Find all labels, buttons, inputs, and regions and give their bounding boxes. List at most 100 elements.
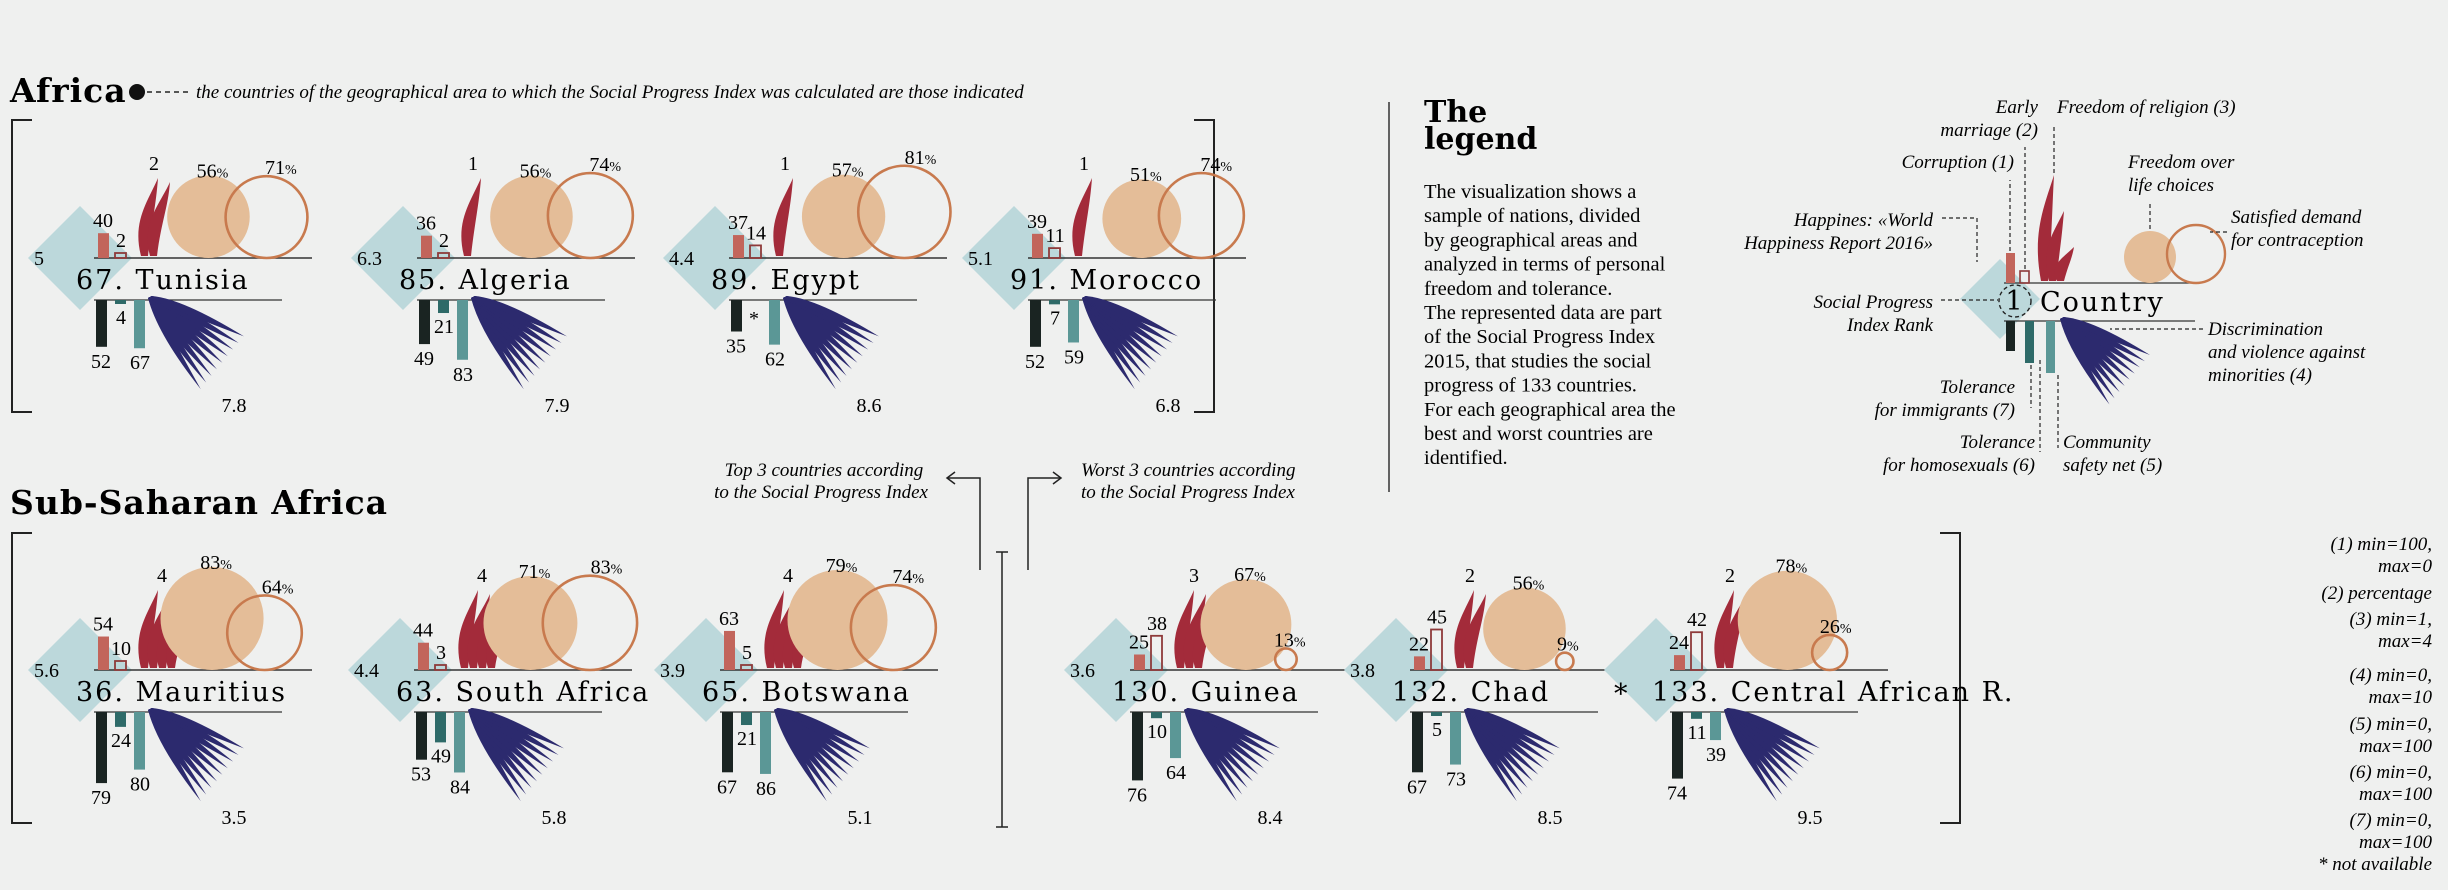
religion-value: 1	[468, 153, 478, 175]
contraception-ring	[224, 174, 309, 260]
legend-label-happiness-line: Happiness Report 2016»	[1743, 233, 1933, 254]
legend-label-early-marriage: Early marriage (2)	[1940, 97, 2038, 141]
community-bar	[1170, 712, 1181, 759]
country-rank-dot: .	[749, 265, 770, 296]
contraception-percent: %	[925, 153, 937, 168]
legend-immigrants-bar	[2006, 321, 2015, 351]
freedom-number: 56	[1513, 572, 1533, 594]
contraception-percent: %	[282, 582, 294, 597]
freedom-circle	[1200, 579, 1292, 670]
freedom-percent: %	[1150, 170, 1162, 185]
early-marriage-bar	[1690, 631, 1703, 671]
freedom-circle	[483, 576, 578, 671]
early-marriage-value: 2	[439, 230, 449, 252]
contraception-number: 26	[1820, 616, 1840, 638]
religion-flame	[1463, 594, 1486, 668]
discrimination-feather	[1184, 708, 1280, 749]
discrimination-feather	[1464, 708, 1560, 749]
legend-feather	[2060, 317, 2150, 355]
homosexuals-value: 21	[737, 728, 757, 750]
immigrants-bar	[1412, 712, 1423, 773]
freedom-value: 71%	[519, 561, 551, 583]
contraception-number: 81	[905, 147, 925, 169]
corruption-bar	[724, 630, 735, 670]
corruption-value: 25	[1129, 632, 1149, 654]
legend-label-tolerance-imm: Tolerance for immigrants (7)	[1875, 377, 2015, 421]
scale-note: (6) min=0, max=100	[2350, 762, 2433, 805]
corruption-value: 22	[1409, 633, 1429, 655]
corruption-value: 54	[93, 614, 113, 636]
worst3-arrow	[1027, 477, 1060, 570]
contraception-ring	[1810, 633, 1849, 672]
corruption-bar	[421, 235, 432, 258]
discrimination-feather	[148, 296, 239, 343]
discrimination-feather	[774, 708, 870, 749]
discrimination-value: 8.6	[857, 395, 882, 417]
community-bar	[134, 712, 145, 770]
contraception-ring	[1273, 647, 1298, 672]
country-name: 133. Central African R.	[1652, 677, 2014, 708]
community-value: 67	[130, 352, 150, 374]
contraception-percent: %	[912, 572, 924, 587]
legend-paragraph-line: The visualization shows a	[1424, 181, 1636, 203]
religion-flame	[1183, 594, 1206, 668]
contraception-ring	[541, 574, 639, 672]
country-label: Guinea	[1191, 677, 1300, 708]
homosexuals-value: 24	[111, 730, 131, 752]
immigrants-value: 79	[91, 787, 111, 809]
subsaharan-bracket-right	[1940, 532, 1961, 824]
discrimination-value: 6.8	[1156, 395, 1181, 417]
corruption-value: 37	[728, 212, 748, 234]
religion-flame	[147, 182, 170, 256]
country-name: 130. Guinea	[1112, 677, 1300, 708]
immigrants-bar	[1132, 712, 1143, 781]
freedom-percent: %	[1254, 570, 1266, 585]
happiness-value: 3.6	[1070, 660, 1095, 682]
legend-homosexuals-bar	[2025, 321, 2034, 363]
homosexuals-value: *	[749, 308, 759, 330]
legend-community-bar	[2046, 321, 2055, 373]
contraception-percent: %	[1294, 635, 1306, 650]
contraception-ring	[546, 171, 635, 260]
discrimination-value: 8.5	[1538, 807, 1563, 829]
freedom-value: 56%	[1513, 572, 1545, 594]
legend-label-discrimination-line: Discrimination	[2207, 319, 2323, 340]
africa-dot	[129, 84, 145, 100]
country-name: 132. Chad	[1392, 677, 1550, 708]
country-name: 85. Algeria	[399, 265, 572, 296]
legend-label-freedom-life-line: Freedom over	[2127, 152, 2235, 173]
community-bar	[1068, 300, 1079, 343]
top3-arrowhead	[945, 471, 956, 485]
immigrants-bar	[722, 712, 733, 773]
religion-value: 2	[1465, 565, 1475, 587]
religion-flame	[138, 178, 158, 256]
country-label: Central African R.	[1731, 677, 2015, 708]
scale-note-line: (2) percentage	[2321, 583, 2432, 604]
homosexuals-value: 49	[431, 745, 451, 767]
scale-note-line: (1) min=100,	[2331, 534, 2432, 555]
contraception-number: 71	[265, 157, 285, 179]
country-label: Egypt	[771, 265, 861, 296]
country-rank: 133	[1652, 677, 1710, 708]
freedom-number: 71	[519, 561, 539, 583]
religion-flame	[764, 590, 784, 668]
country-rank: 130	[1112, 677, 1170, 708]
religion-value: 2	[1725, 565, 1735, 587]
legend-paragraph-line: For each geographical area the	[1424, 399, 1676, 421]
happiness-value: 5	[34, 248, 44, 270]
community-bar	[760, 712, 771, 774]
discrimination-value: 7.9	[545, 395, 570, 417]
freedom-value: 51%	[1130, 164, 1162, 186]
country-name: 67. Tunisia	[76, 265, 250, 296]
contraception-number: 74	[892, 566, 912, 588]
country-rank-dot: .	[740, 677, 761, 708]
legend-paragraph-line: 2015, that studies the social	[1424, 350, 1651, 372]
country-rank: 36	[76, 677, 114, 708]
homosexuals-bar	[741, 712, 752, 726]
religion-flame	[461, 178, 481, 256]
contraception-ring	[1554, 651, 1575, 672]
worst3-label: Worst 3 countries according to the Socia…	[1081, 460, 1300, 503]
legend-paragraph-line: analyzed in terms of personal	[1424, 254, 1666, 276]
